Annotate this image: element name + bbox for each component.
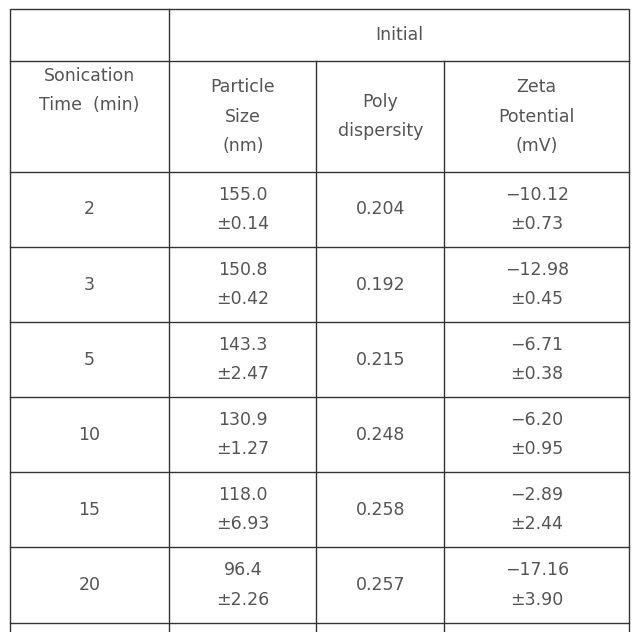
Text: 20: 20 <box>79 576 100 594</box>
Text: 2: 2 <box>84 200 95 219</box>
Text: −6.20
±0.95: −6.20 ±0.95 <box>510 411 564 458</box>
Text: 0.258: 0.258 <box>355 501 405 519</box>
Text: 0.257: 0.257 <box>355 576 405 594</box>
Text: 0.192: 0.192 <box>355 276 405 293</box>
Text: 3: 3 <box>84 276 95 293</box>
Text: 150.8
±0.42: 150.8 ±0.42 <box>217 261 269 308</box>
Text: 155.0
±0.14: 155.0 ±0.14 <box>217 186 269 233</box>
Text: 0.215: 0.215 <box>355 351 405 368</box>
Text: −6.71
±0.38: −6.71 ±0.38 <box>510 336 564 383</box>
Text: 0.248: 0.248 <box>355 426 405 444</box>
Text: 96.4
±2.26: 96.4 ±2.26 <box>216 561 270 609</box>
Text: −17.16
±3.90: −17.16 ±3.90 <box>505 561 569 609</box>
Text: −2.89
±2.44: −2.89 ±2.44 <box>510 486 564 533</box>
Text: 143.3
±2.47: 143.3 ±2.47 <box>217 336 269 383</box>
Text: −12.98
±0.45: −12.98 ±0.45 <box>505 261 569 308</box>
Text: Sonication
Time  (min): Sonication Time (min) <box>39 67 140 114</box>
Text: 10: 10 <box>79 426 100 444</box>
Text: −10.12
±0.73: −10.12 ±0.73 <box>505 186 569 233</box>
Text: 118.0
±6.93: 118.0 ±6.93 <box>216 486 270 533</box>
Text: Particle
Size
(nm): Particle Size (nm) <box>210 78 275 155</box>
Text: Poly
dispersity: Poly dispersity <box>337 93 423 140</box>
Text: 5: 5 <box>84 351 95 368</box>
Text: Zeta
Potential
(mV): Zeta Potential (mV) <box>498 78 575 155</box>
Text: Initial: Initial <box>375 27 424 44</box>
Text: 0.204: 0.204 <box>355 200 405 219</box>
Text: 130.9
±1.27: 130.9 ±1.27 <box>216 411 270 458</box>
Text: 15: 15 <box>79 501 100 519</box>
